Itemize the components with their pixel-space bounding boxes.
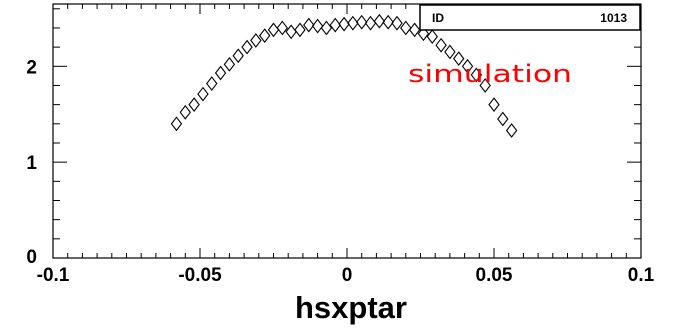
- x-tick-label: -0.05: [178, 265, 222, 286]
- data-point-diamond: [206, 76, 218, 91]
- data-point-diamond: [373, 13, 386, 29]
- data-point-diamond: [400, 20, 412, 36]
- data-point-diamond: [241, 39, 253, 55]
- data-point-diamond: [276, 20, 289, 36]
- data-point-diamond: [497, 111, 509, 127]
- data-point-diamond: [267, 22, 280, 38]
- data-point-diamond: [453, 51, 465, 67]
- data-point-diamond: [329, 17, 341, 33]
- data-point-diamond: [356, 14, 368, 30]
- data-point-diamond: [285, 24, 297, 40]
- data-point-diamond: [435, 37, 447, 53]
- data-point-diamond: [338, 16, 350, 32]
- x-tick-label: 0.05: [476, 265, 513, 286]
- data-point-diamond: [417, 26, 430, 42]
- data-point-diamond: [505, 123, 518, 138]
- data-point-diamond: [197, 86, 209, 102]
- x-tick-label: 0: [342, 265, 353, 286]
- x-tick-labels: -0.1 -0.05 0 0.05 0.1: [37, 265, 655, 286]
- data-point-diamond: [488, 97, 500, 113]
- data-point-diamond: [364, 15, 377, 31]
- data-point-diamond: [170, 116, 183, 132]
- data-point-diamond: [223, 56, 236, 72]
- data-point-diamond: [444, 44, 456, 60]
- data-point-diamond: [461, 58, 474, 74]
- simulation-annotation: simulation: [408, 60, 572, 88]
- stats-box-frame: [419, 4, 641, 31]
- data-point-diamond: [232, 48, 244, 64]
- x-tick-label: -0.1: [37, 265, 70, 286]
- x-axis-title: hsxptar: [295, 290, 407, 325]
- data-point-diamond: [179, 104, 191, 120]
- data-point-diamond: [382, 14, 394, 30]
- plot-frame: [52, 3, 642, 259]
- data-point-diamond: [391, 15, 403, 31]
- data-point-diamond: [188, 97, 200, 113]
- data-points: [170, 13, 518, 138]
- y-tick-label: 0: [26, 247, 37, 268]
- x-tick-label: 0.1: [628, 265, 655, 286]
- data-point-diamond: [470, 67, 483, 83]
- data-point-diamond: [294, 22, 306, 38]
- data-point-diamond: [311, 18, 324, 34]
- data-point-diamond: [303, 17, 315, 33]
- y-tick-label: 1: [26, 153, 37, 174]
- data-point-diamond: [347, 15, 359, 31]
- data-point-diamond: [258, 28, 271, 44]
- data-point-diamond: [426, 29, 438, 44]
- data-point-diamond: [250, 33, 262, 48]
- data-point-diamond: [479, 78, 491, 93]
- stats-box: ID 1013: [419, 4, 641, 31]
- stats-box-label: ID: [432, 11, 444, 25]
- axis-ticks: [52, 4, 642, 259]
- stats-box-value: 1013: [600, 11, 627, 25]
- data-point-diamond: [214, 65, 227, 81]
- data-point-diamond: [320, 20, 333, 36]
- data-point-diamond: [408, 22, 421, 38]
- y-tick-labels: 0 1 2: [26, 57, 37, 268]
- y-tick-label: 2: [26, 57, 37, 78]
